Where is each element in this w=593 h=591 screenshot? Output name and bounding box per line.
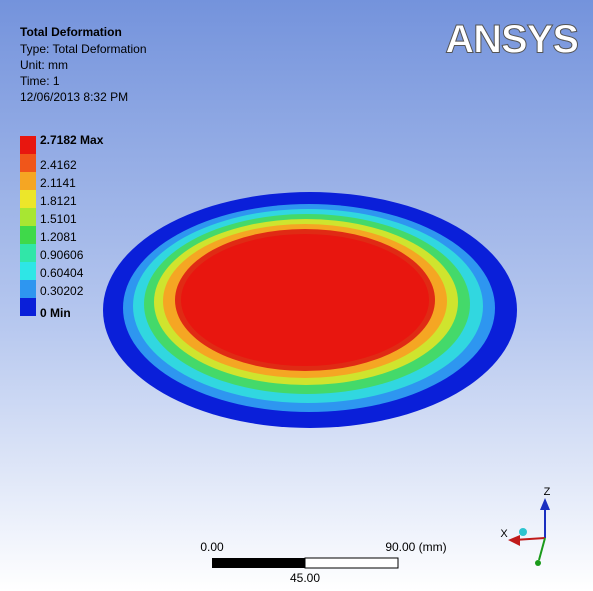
scale-right: 90.00 (mm): [385, 540, 446, 554]
legend-swatch: [20, 154, 36, 172]
legend-label: 2.4162: [40, 158, 77, 172]
legend-label: 0.30202: [40, 284, 84, 298]
header-line: 12/06/2013 8:32 PM: [20, 90, 128, 104]
legend-swatch: [20, 226, 36, 244]
viewport: Total Deformation Type: Total Deformatio…: [0, 0, 593, 591]
legend-swatch: [20, 208, 36, 226]
legend-swatch: [20, 136, 36, 154]
legend-swatch: [20, 244, 36, 262]
legend-label: 0.60404: [40, 266, 84, 280]
scale-middle: 45.00: [290, 571, 320, 585]
header-line: Unit: mm: [20, 58, 68, 72]
legend-swatch: [20, 280, 36, 298]
legend-label: 0.90606: [40, 248, 84, 262]
header-line: Type: Total Deformation: [20, 42, 147, 56]
scale-left: 0.00: [200, 540, 224, 554]
triad-z: Z: [544, 486, 551, 498]
legend-swatch: [20, 262, 36, 280]
legend-swatch: [20, 298, 36, 316]
legend-label: 1.8121: [40, 194, 77, 208]
legend-label: 2.1141: [40, 176, 76, 190]
legend-label: 2.7182 Max: [40, 133, 104, 147]
result-title: Total Deformation: [20, 25, 122, 39]
graphics-window: Total Deformation Type: Total Deformatio…: [0, 0, 593, 591]
logo: ANSYS: [445, 18, 578, 62]
legend-label: 0 Min: [40, 306, 71, 320]
header-line: Time: 1: [20, 74, 60, 88]
legend-swatch: [20, 172, 36, 190]
legend-swatch: [20, 190, 36, 208]
triad-x: X: [500, 528, 508, 540]
legend-label: 1.2081: [40, 230, 77, 244]
model: [103, 192, 517, 428]
legend-label: 1.5101: [40, 212, 77, 226]
